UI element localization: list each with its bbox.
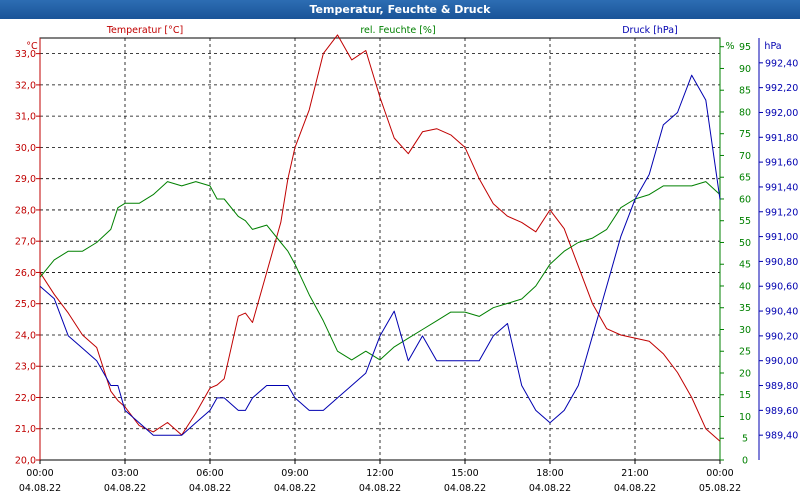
humidity-tick-label: 45 <box>739 260 751 271</box>
x-tick-label-date: 04.08.22 <box>189 483 231 494</box>
x-tick-label-date: 04.08.22 <box>359 483 401 494</box>
pressure-tick-label: 989,80 <box>765 381 798 392</box>
humidity-line <box>39 181 721 361</box>
x-tick-label-time: 18:00 <box>536 468 563 479</box>
temperature-tick-label: 28,0 <box>15 205 36 216</box>
temperature-tick-label: 20,0 <box>15 456 36 467</box>
temperature-line <box>39 34 721 442</box>
x-tick-label-date: 04.08.22 <box>274 483 316 494</box>
pressure-tick-label: 992,40 <box>765 58 798 69</box>
pressure-tick-label: 990,00 <box>765 356 798 367</box>
humidity-tick-label: 30 <box>739 325 751 336</box>
temperature-tick-label: 26,0 <box>15 268 36 279</box>
pressure-tick-label: 991,20 <box>765 207 798 218</box>
temperature-tick-label: 31,0 <box>15 112 36 123</box>
temperature-tick-label: 21,0 <box>15 424 36 435</box>
humidity-tick-label: 20 <box>739 368 751 379</box>
x-tick-label-date: 04.08.22 <box>19 483 61 494</box>
x-tick-label-date: 04.08.22 <box>444 483 486 494</box>
pressure-tick-label: 990,20 <box>765 331 798 342</box>
temperature-tick-label: 23,0 <box>15 362 36 373</box>
pressure-tick-label: 992,20 <box>765 83 798 94</box>
x-tick-label-date: 04.08.22 <box>614 483 656 494</box>
humidity-tick-label: 0 <box>742 456 748 467</box>
pressure-tick-label: 990,80 <box>765 257 798 268</box>
pressure-tick-label: 991,60 <box>765 158 798 169</box>
pressure-tick-label: 990,40 <box>765 307 798 318</box>
x-tick-label-time: 06:00 <box>196 468 223 479</box>
pressure-tick-label: 989,60 <box>765 406 798 417</box>
humidity-tick-label: 40 <box>739 281 751 292</box>
humidity-tick-label: 75 <box>739 129 751 140</box>
humidity-tick-label: 55 <box>739 216 751 227</box>
temperature-unit: °C <box>26 41 38 52</box>
pressure-tick-label: 991,40 <box>765 182 798 193</box>
humidity-unit: % <box>725 41 734 52</box>
temperature-tick-label: 32,0 <box>15 80 36 91</box>
humidity-tick-label: 25 <box>739 347 751 358</box>
temperature-tick-label: 27,0 <box>15 237 36 248</box>
humidity-tick-label: 50 <box>739 238 751 249</box>
x-tick-label-time: 00:00 <box>26 468 53 479</box>
pressure-line <box>39 74 721 436</box>
x-tick-label-time: 15:00 <box>451 468 478 479</box>
x-tick-label-time: 03:00 <box>111 468 138 479</box>
humidity-tick-label: 85 <box>739 86 751 97</box>
x-tick-label-time: 12:00 <box>366 468 393 479</box>
temperature-axis-label: Temperatur [°C] <box>106 25 183 36</box>
temperature-tick-label: 33,0 <box>15 49 36 60</box>
x-tick-label-date: 04.08.22 <box>104 483 146 494</box>
pressure-tick-label: 991,00 <box>765 232 798 243</box>
pressure-tick-label: 990,60 <box>765 282 798 293</box>
humidity-tick-label: 70 <box>739 151 751 162</box>
humidity-axis-label: rel. Feuchte [%] <box>360 25 435 36</box>
humidity-tick-label: 35 <box>739 303 751 314</box>
humidity-tick-label: 60 <box>739 194 751 205</box>
temperature-tick-label: 30,0 <box>15 143 36 154</box>
x-tick-label-date: 05.08.22 <box>699 483 741 494</box>
humidity-tick-label: 15 <box>739 390 751 401</box>
humidity-tick-label: 10 <box>739 412 751 423</box>
x-tick-label-date: 04.08.22 <box>529 483 571 494</box>
humidity-tick-label: 95 <box>739 42 751 53</box>
temperature-tick-label: 25,0 <box>15 299 36 310</box>
pressure-unit: hPa <box>764 41 781 52</box>
pressure-tick-label: 991,80 <box>765 133 798 144</box>
x-tick-label-time: 21:00 <box>621 468 648 479</box>
pressure-tick-label: 992,00 <box>765 108 798 119</box>
humidity-tick-label: 65 <box>739 173 751 184</box>
pressure-tick-label: 989,40 <box>765 431 798 442</box>
x-tick-label-time: 09:00 <box>281 468 308 479</box>
humidity-tick-label: 80 <box>739 107 751 118</box>
temperature-tick-label: 29,0 <box>15 174 36 185</box>
temperature-tick-label: 24,0 <box>15 330 36 341</box>
temperature-tick-label: 22,0 <box>15 393 36 404</box>
x-tick-label-time: 00:00 <box>706 468 733 479</box>
pressure-axis-label: Druck [hPa] <box>622 25 678 36</box>
humidity-tick-label: 90 <box>739 64 751 75</box>
humidity-tick-label: 5 <box>742 434 748 445</box>
chart-title: Temperatur, Feuchte & Druck <box>0 0 800 19</box>
